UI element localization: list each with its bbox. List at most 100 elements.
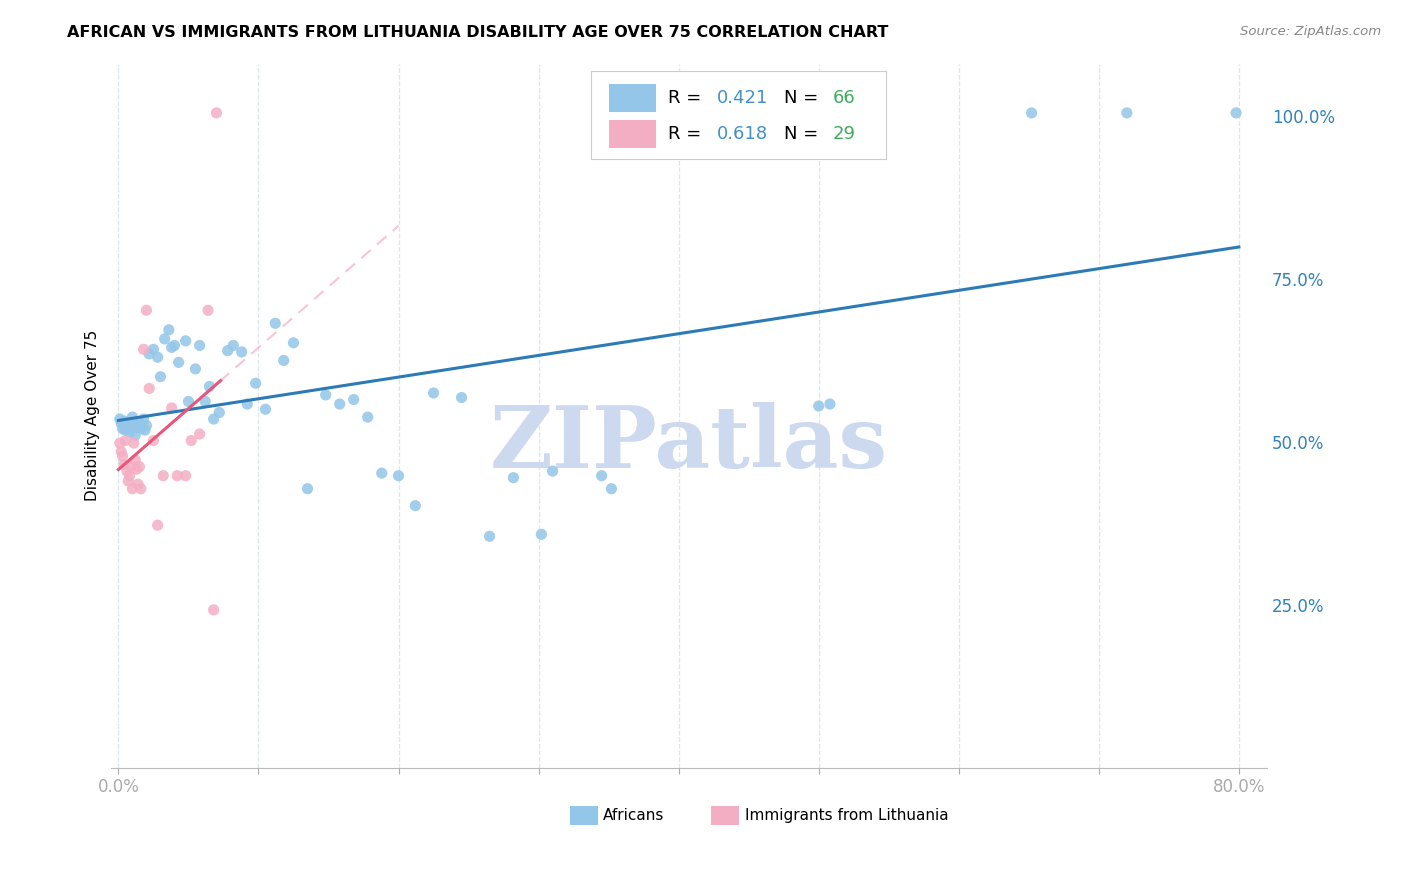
Point xyxy=(231,345,253,359)
Point xyxy=(127,477,149,491)
Point xyxy=(160,340,183,354)
Point xyxy=(142,434,165,448)
Point xyxy=(127,415,149,429)
Point xyxy=(117,420,139,434)
Point xyxy=(297,482,319,496)
Point xyxy=(530,527,553,541)
Text: ZIPatlas: ZIPatlas xyxy=(491,402,889,486)
Point xyxy=(111,422,134,436)
Point xyxy=(818,397,841,411)
Text: N =: N = xyxy=(785,89,824,107)
Point xyxy=(194,394,217,409)
Point xyxy=(146,518,169,533)
Point xyxy=(595,106,617,120)
Point xyxy=(387,468,409,483)
FancyBboxPatch shape xyxy=(591,71,886,159)
Point xyxy=(118,425,141,439)
FancyBboxPatch shape xyxy=(609,120,655,148)
Point xyxy=(115,418,138,433)
Point xyxy=(174,468,197,483)
Point xyxy=(208,405,231,419)
Point xyxy=(121,410,143,425)
Point xyxy=(110,444,132,458)
Point xyxy=(541,464,564,478)
Point xyxy=(188,427,211,442)
Point xyxy=(197,303,219,318)
Point xyxy=(128,459,150,474)
Point xyxy=(132,412,155,426)
Point xyxy=(1021,106,1043,120)
Point xyxy=(236,397,259,411)
Point xyxy=(202,412,225,426)
FancyBboxPatch shape xyxy=(711,805,738,825)
Text: 29: 29 xyxy=(832,126,855,144)
Point xyxy=(129,417,152,431)
Point xyxy=(122,436,145,450)
Point xyxy=(163,338,186,352)
Point xyxy=(167,355,190,369)
FancyBboxPatch shape xyxy=(609,84,655,112)
Text: Immigrants from Lithuania: Immigrants from Lithuania xyxy=(745,808,948,822)
Text: 0.618: 0.618 xyxy=(717,126,768,144)
Point xyxy=(217,343,239,358)
Point xyxy=(329,397,352,411)
Point xyxy=(205,106,228,120)
Point xyxy=(404,499,426,513)
Point xyxy=(1115,106,1137,120)
Point xyxy=(315,388,337,402)
Point xyxy=(450,391,472,405)
Point xyxy=(600,482,623,496)
Point xyxy=(502,470,524,484)
Y-axis label: Disability Age Over 75: Disability Age Over 75 xyxy=(86,330,100,501)
Point xyxy=(591,468,613,483)
Point xyxy=(807,399,830,413)
Point xyxy=(125,420,148,434)
Text: R =: R = xyxy=(668,89,707,107)
Point xyxy=(422,386,444,401)
Point xyxy=(110,417,132,431)
Point xyxy=(254,402,277,417)
Point xyxy=(157,323,180,337)
Point xyxy=(1225,106,1247,120)
Point xyxy=(112,414,135,428)
Point xyxy=(152,468,174,483)
Point xyxy=(114,423,136,437)
Text: Africans: Africans xyxy=(603,808,664,822)
Point xyxy=(121,482,143,496)
Point xyxy=(478,529,501,543)
Point xyxy=(115,464,138,478)
Point xyxy=(160,401,183,415)
Text: R =: R = xyxy=(668,126,707,144)
Point xyxy=(198,379,221,393)
Text: AFRICAN VS IMMIGRANTS FROM LITHUANIA DISABILITY AGE OVER 75 CORRELATION CHART: AFRICAN VS IMMIGRANTS FROM LITHUANIA DIS… xyxy=(67,25,889,40)
Point xyxy=(132,343,155,357)
Point xyxy=(125,462,148,476)
Point xyxy=(118,468,141,483)
Point xyxy=(166,468,188,483)
Point xyxy=(146,350,169,364)
FancyBboxPatch shape xyxy=(571,805,598,825)
Point xyxy=(108,436,131,450)
Point xyxy=(153,332,176,346)
Point xyxy=(283,335,305,350)
Point xyxy=(124,428,146,442)
Point xyxy=(184,362,207,376)
Text: 66: 66 xyxy=(832,89,855,107)
Point xyxy=(357,410,380,425)
Point xyxy=(202,603,225,617)
Point xyxy=(370,466,392,480)
Point xyxy=(108,412,131,426)
Point xyxy=(112,458,135,472)
Point xyxy=(180,434,202,448)
Point xyxy=(120,415,142,429)
Point xyxy=(111,449,134,463)
Point xyxy=(343,392,366,407)
Point xyxy=(135,303,157,318)
Point xyxy=(138,381,160,395)
Point xyxy=(128,418,150,433)
Point xyxy=(129,482,152,496)
Point xyxy=(120,459,142,474)
Point xyxy=(245,376,267,391)
Point xyxy=(117,474,139,488)
Point xyxy=(131,422,153,436)
